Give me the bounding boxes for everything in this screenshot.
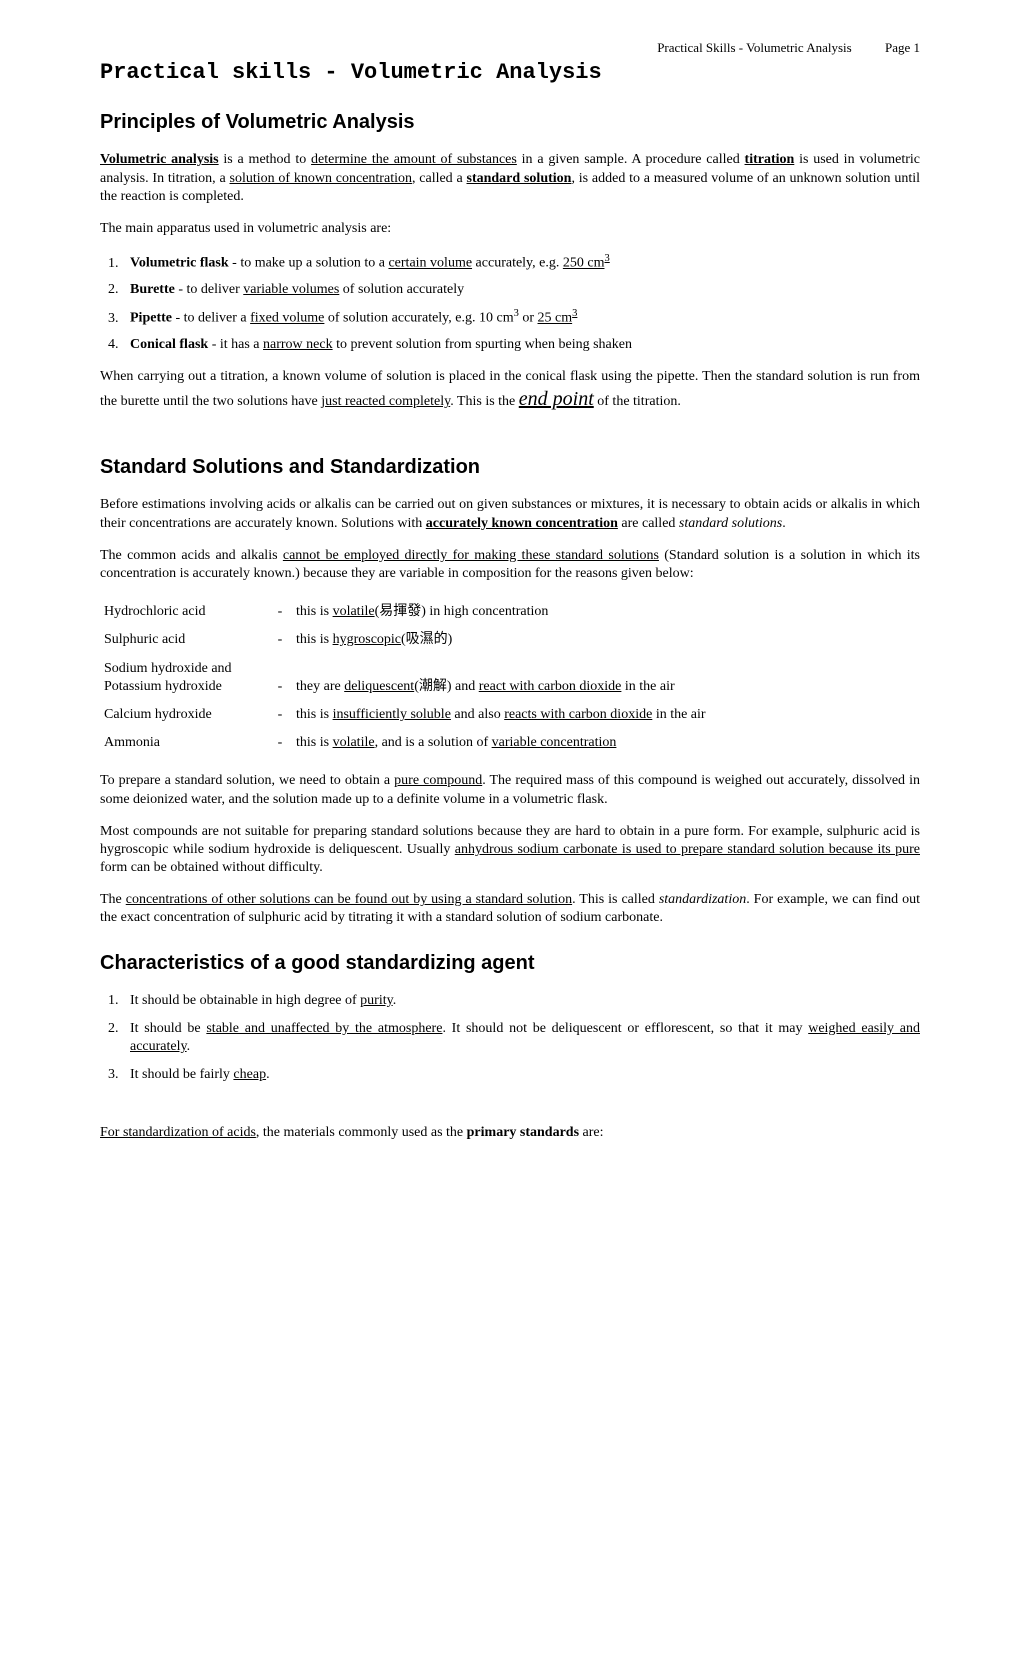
list-item: Pipette - to deliver a fixed volume of s… bbox=[122, 307, 920, 328]
section-heading-standard: Standard Solutions and Standardization bbox=[100, 454, 920, 480]
list-item: It should be obtainable in high degree o… bbox=[122, 992, 920, 1010]
apparatus-lead: The main apparatus used in volumetric an… bbox=[100, 220, 920, 238]
section-heading-principles: Principles of Volumetric Analysis bbox=[100, 109, 920, 135]
header-page: Page 1 bbox=[885, 40, 920, 57]
page-header: Practical Skills - Volumetric Analysis P… bbox=[100, 40, 920, 57]
list-item: Burette - to deliver variable volumes of… bbox=[122, 281, 920, 299]
list-item: Volumetric flask - to make up a solution… bbox=[122, 252, 920, 273]
term-standard-solutions: standard solutions bbox=[679, 516, 782, 531]
term-volumetric-analysis: Volumetric analysis bbox=[100, 152, 219, 167]
list-item: Conical flask - it has a narrow neck to … bbox=[122, 336, 920, 354]
principles-endpoint: When carrying out a titration, a known v… bbox=[100, 368, 920, 412]
table-row: Sulphuric acid - this is hygroscopic(吸濕的… bbox=[102, 627, 918, 653]
term-standard-solution: standard solution bbox=[467, 171, 572, 186]
standard-p5: The concentrations of other solutions ca… bbox=[100, 891, 920, 927]
term-titration: titration bbox=[745, 152, 795, 167]
standard-p3: To prepare a standard solution, we need … bbox=[100, 772, 920, 808]
primary-standards-lead: For standardization of acids, the materi… bbox=[100, 1124, 920, 1142]
list-item: It should be fairly cheap. bbox=[122, 1066, 920, 1084]
table-row: Ammonia - this is volatile, and is a sol… bbox=[102, 730, 918, 756]
table-row: Calcium hydroxide - this is insufficient… bbox=[102, 702, 918, 728]
standard-p4: Most compounds are not suitable for prep… bbox=[100, 823, 920, 878]
principles-intro: Volumetric analysis is a method to deter… bbox=[100, 151, 920, 206]
list-item: It should be stable and unaffected by th… bbox=[122, 1020, 920, 1056]
reasons-table: Hydrochloric acid - this is volatile(易揮發… bbox=[100, 597, 920, 758]
section-heading-characteristics: Characteristics of a good standardizing … bbox=[100, 950, 920, 976]
characteristics-list: It should be obtainable in high degree o… bbox=[100, 992, 920, 1085]
apparatus-list: Volumetric flask - to make up a solution… bbox=[100, 252, 920, 354]
term-end-point: end point bbox=[519, 388, 594, 410]
document-title: Practical skills - Volumetric Analysis bbox=[100, 59, 920, 88]
header-label: Practical Skills - Volumetric Analysis bbox=[657, 40, 852, 57]
table-row: Hydrochloric acid - this is volatile(易揮發… bbox=[102, 599, 918, 625]
term-standardization: standardization bbox=[659, 892, 746, 907]
table-row: Sodium hydroxide and Potassium hydroxide… bbox=[102, 656, 918, 700]
standard-p1: Before estimations involving acids or al… bbox=[100, 496, 920, 532]
standard-p2: The common acids and alkalis cannot be e… bbox=[100, 547, 920, 583]
